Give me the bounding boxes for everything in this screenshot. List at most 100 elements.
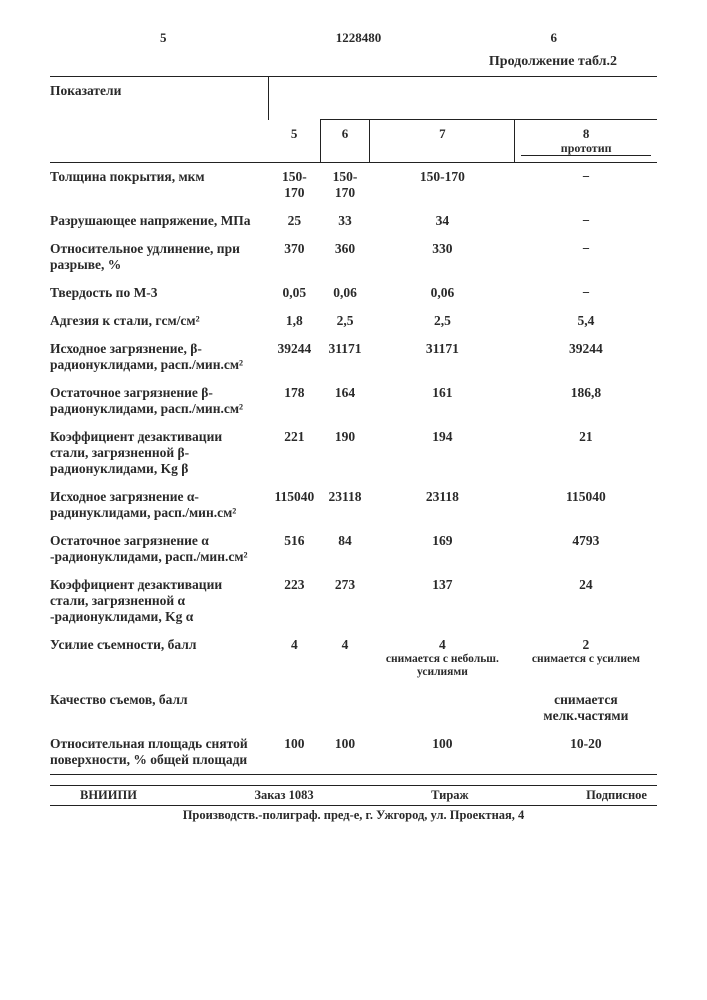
col-header-6: 6: [320, 120, 370, 163]
table-row: Остаточное загрязнение α -радионуклидами…: [50, 527, 657, 571]
row-label: Толщина покрытия, мкм: [50, 163, 269, 207]
row-label: Разрушающее напряжение, МПа: [50, 207, 269, 235]
table-row: Относительная площадь снятой поверхности…: [50, 730, 657, 774]
row-value: 360: [320, 235, 370, 279]
row-value: 24: [515, 571, 657, 631]
row-value: снимается мелк.частями: [515, 686, 657, 730]
table-row: Толщина покрытия, мкм150-170150-170150-1…: [50, 163, 657, 207]
row-value: 2,5: [370, 307, 515, 335]
row-label: Усилие съемности, балл: [50, 631, 269, 687]
row-value: [269, 686, 321, 730]
row-value: 4снимается с небольш. усилиями: [370, 631, 515, 687]
row-label: Исходное загрязнение α-радинуклидами, ра…: [50, 483, 269, 527]
col-header-8-num: 8: [583, 126, 590, 141]
row-value: 330: [370, 235, 515, 279]
footer-address: Производств.-полиграф. пред-е, г. Ужгоро…: [50, 806, 657, 823]
col-header-8: 8 прототип: [515, 120, 657, 163]
row-value: 31171: [320, 335, 370, 379]
document-number: 1228480: [336, 30, 382, 46]
row-label: Относительное удлинение, при разрыве, %: [50, 235, 269, 279]
table-row: Коэффициент дезактивации стали, загрязне…: [50, 423, 657, 483]
row-value: −: [515, 235, 657, 279]
footer: ВНИИПИ Заказ 1083 Тираж Подписное Произв…: [50, 785, 657, 823]
row-value: 161: [370, 379, 515, 423]
footer-org: ВНИИПИ: [80, 788, 137, 803]
row-value: 0,06: [320, 279, 370, 307]
row-value: 273: [320, 571, 370, 631]
row-value: 4: [269, 631, 321, 687]
row-label: Коэффициент дезактивации стали, загрязне…: [50, 571, 269, 631]
row-value: 178: [269, 379, 321, 423]
row-value: 100: [269, 730, 321, 774]
footer-order: Заказ 1083: [254, 788, 313, 803]
col-group: [269, 77, 657, 120]
table-row: Остаточное загрязнение β-радионуклидами,…: [50, 379, 657, 423]
row-label: Остаточное загрязнение β-радионуклидами,…: [50, 379, 269, 423]
row-value: 2снимается с усилием: [515, 631, 657, 687]
row-value: 137: [370, 571, 515, 631]
footer-sign: Подписное: [586, 788, 647, 803]
row-value: −: [515, 163, 657, 207]
col-header-5: 5: [269, 120, 321, 163]
row-label: Твердость по М-3: [50, 279, 269, 307]
row-value: 25: [269, 207, 321, 235]
row-value: 39244: [269, 335, 321, 379]
row-value: 370: [269, 235, 321, 279]
page-header: 5 1228480 6: [50, 30, 657, 46]
footer-tirazh: Тираж: [431, 788, 469, 803]
table-row: Твердость по М-30,050,060,06−: [50, 279, 657, 307]
row-value: 221: [269, 423, 321, 483]
table-row: Усилие съемности, балл444снимается с неб…: [50, 631, 657, 687]
row-value: 186,8: [515, 379, 657, 423]
col-header-7: 7: [370, 120, 515, 163]
table-row: Разрушающее напряжение, МПа253334−: [50, 207, 657, 235]
row-label: Адгезия к стали, гсм/см²: [50, 307, 269, 335]
row-value: 223: [269, 571, 321, 631]
param-header: Показатели: [50, 77, 269, 163]
row-value: 5,4: [515, 307, 657, 335]
table-row: Качество съемов, балл снимается мелк.част…: [50, 686, 657, 730]
row-value: 39244: [515, 335, 657, 379]
row-value: 150-170: [269, 163, 321, 207]
row-value: 84: [320, 527, 370, 571]
table-row: Адгезия к стали, гсм/см²1,82,52,55,4: [50, 307, 657, 335]
row-label: Остаточное загрязнение α -радионуклидами…: [50, 527, 269, 571]
page-num-right: 6: [551, 30, 558, 46]
page-num-left: 5: [160, 30, 167, 46]
row-value: 23118: [370, 483, 515, 527]
row-label: Относительная площадь снятой поверхности…: [50, 730, 269, 774]
row-value: 100: [370, 730, 515, 774]
continuation-label: Продолжение табл.2: [50, 54, 617, 70]
row-value: −: [515, 207, 657, 235]
prototype-label: прототип: [521, 142, 651, 156]
row-value: 2,5: [320, 307, 370, 335]
row-value: 115040: [515, 483, 657, 527]
row-label: Исходное загрязнение, β-радионуклидами, …: [50, 335, 269, 379]
row-value: 34: [370, 207, 515, 235]
table-row: Относительное удлинение, при разрыве, %3…: [50, 235, 657, 279]
row-value: 21: [515, 423, 657, 483]
row-value: 115040: [269, 483, 321, 527]
row-value: 4: [320, 631, 370, 687]
row-value: 164: [320, 379, 370, 423]
row-value: −: [515, 279, 657, 307]
table-row: Исходное загрязнение, β-радионуклидами, …: [50, 335, 657, 379]
row-value: 516: [269, 527, 321, 571]
data-table: Показатели 5 6 7 8 прототип Толщина покр…: [50, 76, 657, 775]
row-value: 169: [370, 527, 515, 571]
row-label: Качество съемов, балл: [50, 686, 269, 730]
row-value: [320, 686, 370, 730]
row-value: 150-170: [370, 163, 515, 207]
row-value: 1,8: [269, 307, 321, 335]
row-value: 23118: [320, 483, 370, 527]
row-label: Коэффициент дезактивации стали, загрязне…: [50, 423, 269, 483]
row-value: 194: [370, 423, 515, 483]
row-value: 31171: [370, 335, 515, 379]
table-row: Исходное загрязнение α-радинуклидами, ра…: [50, 483, 657, 527]
row-value: 4793: [515, 527, 657, 571]
row-value: 33: [320, 207, 370, 235]
row-value: 0,06: [370, 279, 515, 307]
row-value: 0,05: [269, 279, 321, 307]
row-value: [370, 686, 515, 730]
row-value: 10-20: [515, 730, 657, 774]
